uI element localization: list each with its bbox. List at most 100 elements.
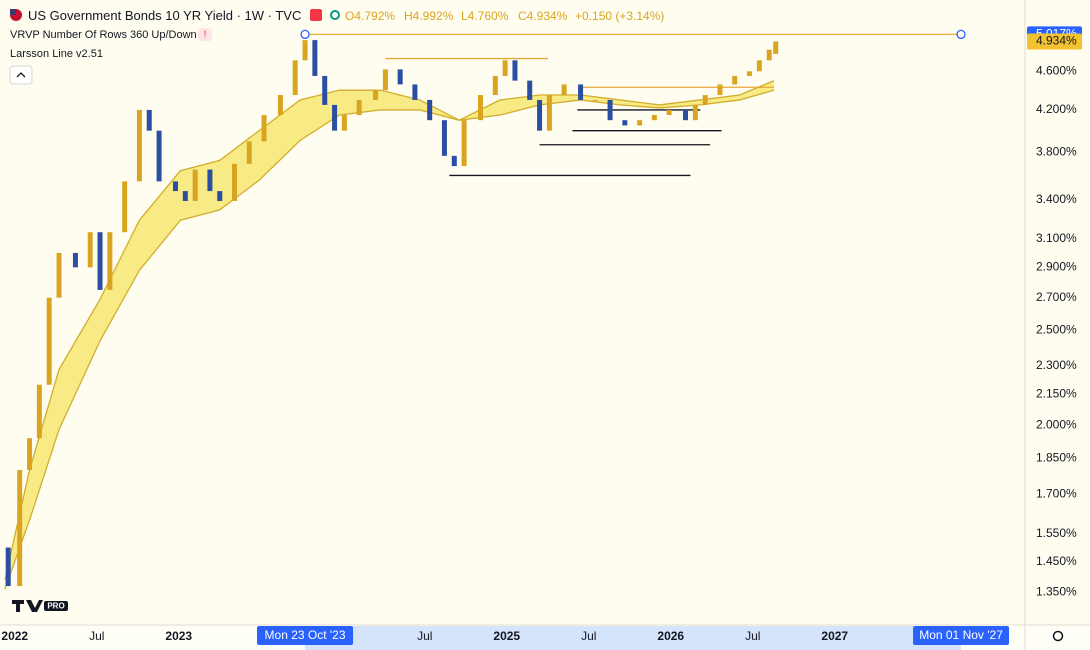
candle-body [136,109,142,182]
candle-body [502,60,508,76]
candle-body [341,115,347,131]
candle-body [746,71,752,76]
candle-body [172,181,178,192]
y-tick-label: 3.800% [1036,145,1077,159]
candle-body [356,99,362,116]
collapse-icon [16,72,26,78]
candle-body [637,120,643,126]
y-tick-label: 2.300% [1036,358,1077,372]
settings-button[interactable] [1052,630,1064,642]
price-label-box [1027,33,1082,50]
candle-body [732,75,738,85]
x-tick-label: 2026 [657,629,684,643]
candle-body [36,384,42,439]
candle-body [546,95,552,131]
plot-area [4,29,966,590]
candle-body [651,115,657,121]
y-tick-label: 2.000% [1036,417,1077,431]
candle-body [17,470,23,587]
flag-icon [10,9,16,15]
candle-body [766,49,772,61]
warning-icon: ! [204,30,207,41]
x-tick-label: 2027 [821,629,848,643]
ribbon-line [4,80,775,581]
ribbon-area [4,80,775,590]
candle-body [373,90,379,100]
y-tick-label: 3.100% [1036,231,1077,245]
ohlc-close: C4.934% [518,9,568,23]
time-label: Mon 01 Nov '27 [919,628,1003,642]
candle-body [607,99,613,121]
ribbon-line [4,89,775,590]
x-tick-label: 2023 [165,629,192,643]
candle-body [322,75,328,105]
x-tick-label: 2025 [493,629,520,643]
candle-body [97,232,103,290]
x-tick-label: 2022 [1,629,28,643]
indicator-label: VRVP Number Of Rows 360 Up/Down [10,29,197,41]
x-tick-label: Jul [745,629,760,643]
y-tick-label: 4.200% [1036,102,1077,116]
candle-body [412,84,418,100]
candle-body [683,109,689,121]
candle-body [717,84,723,96]
indicator-label: Larsson Line v2.51 [10,48,103,60]
candle-body [107,232,113,290]
candle-body [773,41,779,54]
candle-body [756,60,762,72]
candle-body [261,115,267,142]
ohlc-low: L4.760% [461,9,509,23]
candle-body [156,130,162,182]
candle-body [122,181,128,233]
candle-body [578,84,584,100]
time-label-box [913,626,1010,645]
candle-body [666,109,672,116]
candle-body [46,297,52,385]
candle-body [56,252,62,298]
ohlc-high: H4.992% [404,9,454,23]
collapse-button[interactable] [9,65,33,85]
candle-body [87,232,93,268]
candle-body [561,84,567,96]
candle-body [461,120,467,167]
y-tick-label: 1.450% [1036,554,1077,568]
price-label: 4.934% [1036,34,1077,48]
y-tick-label: 3.400% [1036,192,1077,206]
level-handle [300,29,310,40]
chart-title: US Government Bonds 10 YR Yield · 1W · T… [28,8,302,23]
warning-icon[interactable] [198,28,212,41]
logo [12,600,43,612]
candle-body [702,95,708,105]
ohlc-change: +0.150 (+3.14%) [575,9,665,23]
price-axis [1025,0,1090,625]
y-tick-label: 1.350% [1036,584,1077,598]
candle-body [146,109,152,131]
y-tick-label: 2.700% [1036,290,1077,304]
logo-text: PRO [47,602,64,611]
time-label: Mon 23 Oct '23 [265,628,346,642]
y-tick-label: 2.150% [1036,387,1077,401]
status-icon [330,10,340,20]
candle-body [72,252,78,268]
x-tick-label: Jul [417,629,432,643]
alert-icon[interactable] [310,9,322,21]
candle-body [527,80,533,100]
candle-body [292,60,298,96]
candle-body [332,104,338,131]
candle-body [592,99,598,101]
candle-body [312,40,318,76]
y-tick-label: 1.550% [1036,526,1077,540]
candle-body [182,191,188,201]
candle-body [217,191,223,201]
candle-body [451,155,457,167]
y-tick-label: 4.600% [1036,63,1077,77]
candle-body [5,547,11,587]
time-range-highlight [305,626,962,650]
candle-body [478,95,484,121]
candle-body [692,104,698,121]
candle-body [192,169,198,201]
x-tick-label: Jul [89,629,104,643]
